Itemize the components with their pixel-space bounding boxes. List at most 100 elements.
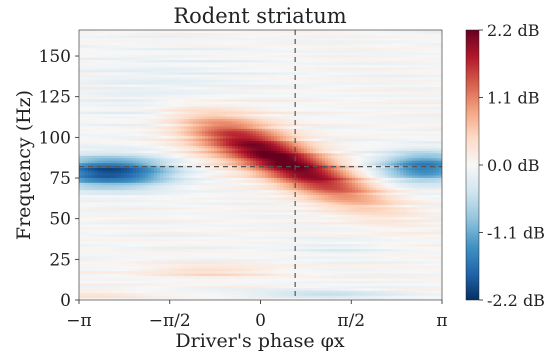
heatmap-cell — [154, 263, 158, 267]
heatmap-cell — [235, 201, 239, 205]
heatmap-cell — [148, 231, 152, 235]
heatmap-cell — [247, 226, 251, 230]
heatmap-cell — [361, 282, 365, 286]
heatmap-cell — [373, 263, 377, 267]
heatmap-cell — [118, 204, 122, 208]
heatmap-cell — [169, 253, 173, 257]
heatmap-cell — [310, 295, 314, 299]
heatmap-cell — [316, 238, 320, 242]
heatmap-cell — [319, 214, 323, 218]
heatmap-cell — [172, 219, 176, 223]
heatmap-cell — [277, 241, 281, 245]
heatmap-cell — [151, 228, 155, 232]
heatmap-cell — [88, 236, 92, 240]
heatmap-cell — [418, 236, 422, 240]
heatmap-cell — [109, 199, 113, 203]
heatmap-cell — [160, 275, 164, 279]
heatmap-cell — [274, 211, 278, 215]
heatmap-cell — [355, 233, 359, 237]
heatmap-cell — [238, 248, 242, 252]
heatmap-cell — [259, 292, 263, 296]
heatmap-cell — [259, 290, 263, 294]
heatmap-cell — [373, 226, 377, 230]
heatmap-cell — [355, 201, 359, 205]
heatmap-cell — [79, 216, 83, 220]
heatmap-cell — [394, 243, 398, 247]
heatmap-cell — [91, 233, 95, 237]
heatmap-cell — [349, 285, 353, 289]
heatmap-cell — [103, 214, 107, 218]
heatmap-cell — [106, 214, 110, 218]
heatmap-cell — [121, 270, 125, 274]
heatmap-cell — [184, 209, 188, 213]
heatmap-cell — [343, 221, 347, 225]
heatmap-cell — [184, 263, 188, 267]
heatmap-cell — [106, 228, 110, 232]
heatmap-cell — [310, 268, 314, 272]
heatmap-cell — [409, 275, 413, 279]
heatmap-cell — [322, 236, 326, 240]
heatmap-cell — [376, 206, 380, 210]
heatmap-cell — [160, 206, 164, 210]
heatmap-cell — [439, 268, 442, 272]
heatmap-cell — [280, 275, 284, 279]
heatmap-cell — [391, 209, 395, 213]
heatmap-cell — [253, 275, 257, 279]
heatmap-cell — [370, 216, 374, 220]
heatmap-cell — [151, 268, 155, 272]
heatmap-cell — [256, 253, 260, 257]
heatmap-cell — [133, 241, 137, 245]
heatmap-cell — [355, 268, 359, 272]
heatmap-cell — [424, 211, 428, 215]
heatmap-cell — [127, 223, 131, 227]
heatmap-cell — [406, 214, 410, 218]
heatmap-cell — [355, 211, 359, 215]
heatmap-cell — [208, 243, 212, 247]
heatmap-cell — [391, 238, 395, 242]
heatmap-cell — [112, 236, 116, 240]
heatmap-cell — [91, 270, 95, 274]
heatmap-cell — [283, 241, 287, 245]
heatmap-cell — [250, 206, 254, 210]
heatmap-cell — [265, 209, 269, 213]
heatmap-cell — [424, 248, 428, 252]
heatmap-cell — [220, 287, 224, 291]
heatmap-cell — [118, 231, 122, 235]
heatmap-cell — [331, 248, 335, 252]
heatmap-cell — [340, 236, 344, 240]
heatmap-cell — [397, 287, 401, 291]
heatmap-cell — [319, 221, 323, 225]
heatmap-cell — [403, 273, 407, 277]
heatmap-cell — [364, 258, 368, 262]
heatmap-cell — [190, 295, 194, 299]
heatmap-cell — [310, 253, 314, 257]
heatmap-cell — [409, 231, 413, 235]
heatmap-cell — [439, 277, 442, 281]
heatmap-cell — [175, 238, 179, 242]
heatmap-cell — [352, 258, 356, 262]
heatmap-cell — [100, 265, 104, 269]
heatmap-cell — [406, 223, 410, 227]
heatmap-cell — [364, 273, 368, 277]
heatmap-cell — [382, 246, 386, 250]
heatmap-cell — [187, 221, 191, 225]
heatmap-cell — [412, 214, 416, 218]
heatmap-cell — [97, 233, 101, 237]
heatmap-cell — [208, 270, 212, 274]
heatmap-cell — [268, 265, 272, 269]
heatmap-cell — [85, 285, 89, 289]
heatmap-cell — [304, 231, 308, 235]
heatmap-cell — [370, 285, 374, 289]
heatmap-cell — [340, 258, 344, 262]
heatmap-cell — [397, 241, 401, 245]
heatmap-cell — [88, 216, 92, 220]
heatmap-cell — [295, 231, 299, 235]
heatmap-cell — [145, 223, 149, 227]
heatmap-cell — [118, 228, 122, 232]
heatmap-cell — [310, 248, 314, 252]
heatmap-cell — [352, 277, 356, 281]
heatmap-cell — [82, 277, 86, 281]
heatmap-cell — [349, 282, 353, 286]
heatmap-cell — [172, 211, 176, 215]
heatmap-cell — [355, 265, 359, 269]
